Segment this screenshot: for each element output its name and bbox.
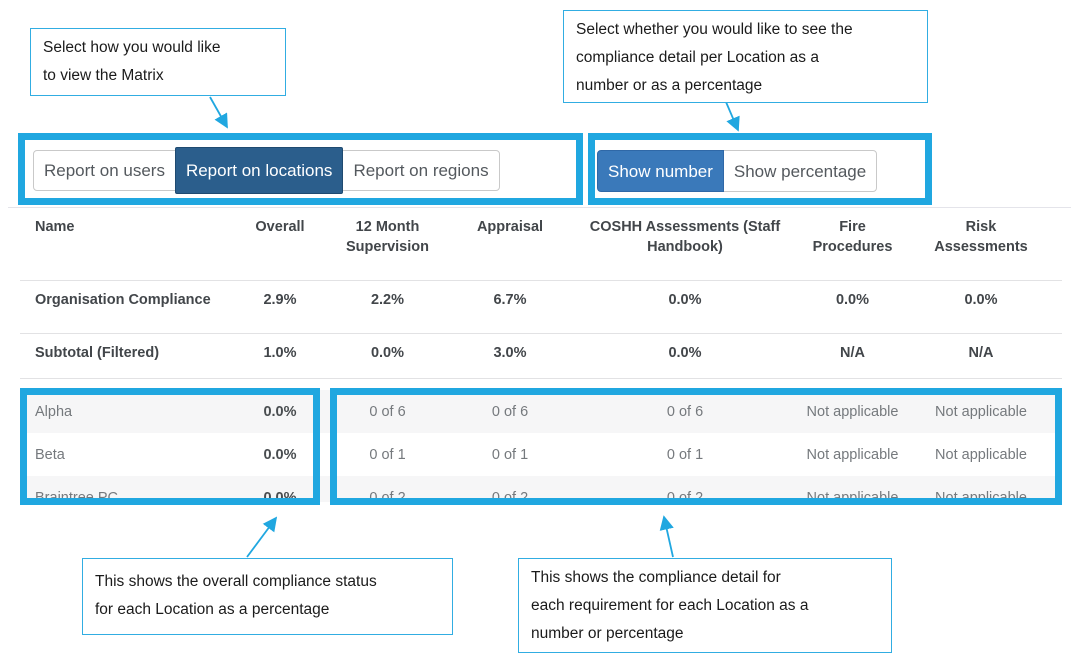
table-top-divider (8, 207, 1071, 208)
callout-compliance-detail: This shows the compliance detail for eac… (518, 558, 892, 653)
column-header-name: Name (35, 219, 75, 235)
display-mode-toggle-group: Show number Show percentage (597, 150, 878, 192)
table-cell: Not applicable (806, 403, 899, 420)
column-header-appraisal: Appraisal (476, 219, 544, 235)
table-cell: 0.0% (835, 292, 870, 308)
table-cell: 0.0% (668, 345, 702, 361)
table-cell: 0.0% (263, 403, 297, 420)
column-header-fire-procedures: Fire Procedures (812, 219, 893, 255)
table-spacer (20, 379, 1062, 390)
table-cell: 0 of 1 (491, 446, 529, 463)
report-on-users-button[interactable]: Report on users (33, 150, 176, 191)
table-cell: 0.0% (263, 489, 297, 503)
table-header-row: Name Overall 12 Month Supervision Apprai… (20, 208, 1062, 281)
column-header-12-month-supervision: 12 Month Supervision (346, 219, 429, 255)
table-cell: 0 of 6 (369, 403, 406, 420)
location-name: Alpha (35, 403, 73, 420)
table-cell: 0.0% (370, 345, 405, 361)
table-cell: 0 of 6 (666, 403, 704, 420)
table-cell: 0.0% (668, 292, 702, 308)
row-label: Organisation Compliance (35, 292, 211, 308)
table-row-subtotal-filtered: Subtotal (Filtered) 1.0% 0.0% 3.0% 0.0% … (20, 334, 1062, 379)
table-cell: 1.0% (263, 345, 297, 361)
table-cell: 0.0% (263, 446, 297, 463)
table-cell: 3.0% (493, 345, 527, 361)
column-header-coshh-assessments: COSHH Assessments (Staff Handbook) (589, 219, 781, 255)
row-label: Subtotal (Filtered) (35, 345, 160, 361)
table-cell: 0.0% (964, 292, 998, 308)
table-cell: 6.7% (493, 292, 527, 308)
callout-view-matrix: Select how you would like to view the Ma… (30, 28, 286, 96)
table-cell: 2.9% (263, 292, 297, 308)
callout-number-or-percentage: Select whether you would like to see the… (563, 10, 928, 103)
table-row-location-alpha: Alpha 0.0% 0 of 6 0 of 6 0 of 6 Not appl… (20, 390, 1062, 433)
report-on-locations-button[interactable]: Report on locations (174, 147, 344, 194)
table-cell: N/A (968, 345, 994, 361)
column-header-risk-assessments: Risk Assessments (934, 219, 1028, 255)
table-cell: Not applicable (806, 446, 899, 463)
table-cell: Not applicable (935, 489, 1027, 503)
arrow-to-overall-column (246, 516, 278, 558)
table-cell: 0 of 2 (369, 489, 406, 503)
report-on-regions-button[interactable]: Report on regions (342, 150, 500, 191)
compliance-matrix-table: Name Overall 12 Month Supervision Apprai… (20, 208, 1062, 502)
table-cell: 0 of 1 (666, 446, 704, 463)
show-number-button[interactable]: Show number (597, 150, 724, 192)
arrow-to-view-toggle (209, 96, 228, 129)
column-header-overall: Overall (255, 219, 305, 235)
location-name: Beta (35, 446, 65, 463)
table-cell: N/A (840, 345, 865, 361)
table-row-location-beta: Beta 0.0% 0 of 1 0 of 1 0 of 1 Not appli… (20, 433, 1062, 476)
callout-overall-compliance-status: This shows the overall compliance status… (82, 558, 453, 635)
show-percentage-button[interactable]: Show percentage (722, 150, 878, 192)
table-cell: Not applicable (935, 446, 1027, 463)
table-cell: Not applicable (806, 489, 899, 503)
table-row-organisation-compliance: Organisation Compliance 2.9% 2.2% 6.7% 0… (20, 281, 1062, 334)
table-cell: Not applicable (935, 403, 1027, 420)
table-cell: 2.2% (370, 292, 405, 308)
arrow-to-detail-columns (659, 515, 674, 558)
table-cell: 0 of 6 (491, 403, 529, 420)
table-row-location-braintree-pc: Braintree PC 0.0% 0 of 2 0 of 2 0 of 2 N… (20, 476, 1062, 502)
report-view-toggle-group: Report on users Report on locations Repo… (33, 147, 500, 194)
location-name: Braintree PC (35, 489, 119, 503)
table-cell: 0 of 1 (369, 446, 406, 463)
arrow-to-display-toggle (725, 101, 740, 132)
table-cell: 0 of 2 (666, 489, 704, 503)
table-cell: 0 of 2 (491, 489, 529, 503)
